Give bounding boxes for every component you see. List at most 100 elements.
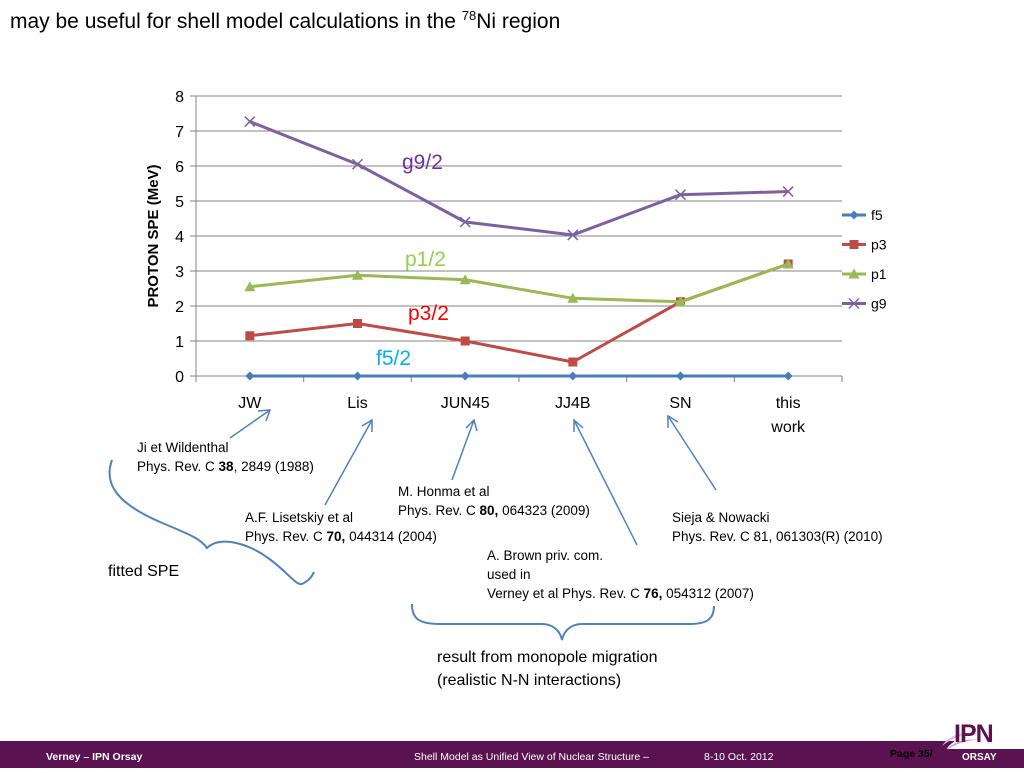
y-tick-label-2: 2 [175, 299, 184, 316]
title-main: may be useful for shell model calculatio… [10, 10, 462, 33]
series-line-p1 [249, 262, 789, 304]
ref-jw-journal: Phys. Rev. C [137, 459, 219, 474]
note-monopole: result from monopole migration (realisti… [437, 646, 658, 692]
spe-line-chart: 0 1 2 3 4 5 6 7 8 JW Lis JUN45 JJ4B SN this work PROTON … [108, 89, 887, 641]
point-p1-0 [244, 281, 256, 292]
arrow-jw [229, 409, 272, 439]
ref-jj4b-pages: 054312 (2007) [662, 586, 754, 601]
y-axis-label: PROTON SPE (MeV) [145, 164, 162, 307]
ref-sn-citation: Phys. Rev. C 81, 061303(R) (2010) [672, 529, 883, 544]
footer-author: Verney – IPN Orsay [46, 751, 143, 763]
point-f5-3 [568, 371, 578, 381]
note-monopole-line2: (realistic N-N interactions) [437, 672, 622, 689]
ref-jun45-journal: Phys. Rev. C [398, 503, 480, 518]
y-tick-label-8: 8 [175, 89, 184, 106]
ref-jj4b-citation: Verney et al Phys. Rev. C 76, 054312 (20… [487, 584, 754, 603]
point-p3-1 [353, 319, 362, 328]
arrow-jun45 [451, 418, 478, 481]
point-p3-3 [568, 357, 578, 367]
y-tick-label-3: 3 [175, 264, 184, 281]
note-monopole-line1: result from monopole migration [437, 649, 658, 666]
series-labels: f5/2 p3/2 p1/2 g9/2 [376, 151, 449, 370]
x-tick-label-2-0: JUN45 [441, 395, 490, 412]
ref-jw-pages: , 2849 (1988) [233, 459, 314, 474]
series-label-p1: p1/2 [405, 248, 446, 271]
slide-title: may be useful for shell model calculatio… [10, 8, 560, 34]
ref-jj4b-usage: used in [487, 567, 531, 582]
note-fitted-spe: fitted SPE [108, 563, 180, 580]
ref-jj4b-journal: Verney et al Phys. Rev. C [487, 586, 644, 601]
ipn-orsay-logo: IPN ORSAY [936, 716, 1024, 768]
ref-lis-authors: A.F. Lisetskiy et al [245, 510, 354, 525]
logo-subtext: ORSAY [962, 752, 997, 763]
point-g9-4 [674, 189, 687, 201]
point-f5-1 [353, 371, 362, 381]
point-g9-1 [351, 158, 364, 170]
legend: f5 p3 p1 g9 [842, 207, 887, 312]
arrow-lis [324, 418, 373, 506]
y-tick-label-7: 7 [175, 124, 184, 141]
ref-sn-authors: Sieja & Nowacki [672, 510, 770, 525]
legend-label-p3: p3 [871, 237, 887, 253]
footer-bar: Verney – IPN Orsay Shell Model as Unifie… [0, 741, 1024, 768]
logo-graphic [936, 716, 1024, 768]
legend-marker-p3 [849, 240, 859, 249]
ref-jj4b-volume: 76, [643, 586, 663, 601]
annotation-arrows [108, 409, 717, 641]
ref-lis: A.F. Lisetskiy et al Phys. Rev. C 70, 04… [245, 508, 437, 546]
axes: 0 1 2 3 4 5 6 7 8 JW Lis JUN45 JJ4B SN this work PROTON … [145, 89, 843, 436]
point-f5-2 [460, 371, 470, 381]
x-tick-label-5-0: this [776, 395, 801, 412]
ref-jun45-authors: M. Honma et al [398, 484, 490, 499]
x-tick-label-1-0: Lis [347, 395, 367, 412]
point-p1-1 [352, 269, 363, 280]
ref-lis-citation: Phys. Rev. C 70, 044314 (2004) [245, 527, 437, 546]
point-g9-3 [567, 229, 579, 241]
title-suffix: Ni region [476, 10, 561, 33]
legend-marker-g9 [848, 297, 860, 310]
point-f5-5 [783, 371, 793, 381]
point-g9-5 [782, 186, 794, 198]
brace-monopole [411, 603, 715, 641]
ref-jun45: M. Honma et al Phys. Rev. C 80, 064323 (… [398, 482, 590, 520]
ref-jun45-pages: 064323 (2009) [498, 503, 590, 518]
ref-jj4b-source: A. Brown priv. com. [487, 548, 604, 563]
legend-marker-p1 [848, 268, 860, 279]
ref-lis-volume: 70, [326, 529, 346, 544]
series-label-p3: p3/2 [408, 302, 449, 325]
y-tick-label-5: 5 [175, 194, 184, 211]
series-lines [244, 116, 794, 381]
ref-jw-volume: 38 [218, 459, 234, 474]
y-tick-label-0: 0 [175, 369, 184, 386]
arrow-jj4b [573, 418, 638, 546]
ref-sn: Sieja & Nowacki Phys. Rev. C 81, 061303(… [672, 508, 883, 546]
ref-jj4b: A. Brown priv. com. used in Verney et al… [487, 546, 754, 603]
series-label-f5: f5/2 [376, 347, 411, 370]
ref-lis-pages: 044314 (2004) [345, 529, 437, 544]
x-tick-label-3-0: JJ4B [555, 395, 591, 412]
point-p3-0 [245, 331, 255, 341]
y-tick-label-1: 1 [175, 334, 184, 351]
ref-jun45-citation: Phys. Rev. C 80, 064323 (2009) [398, 501, 590, 520]
legend-label-f5: f5 [871, 207, 883, 223]
x-tick-label-4-0: SN [669, 395, 691, 412]
legend-label-p1: p1 [871, 266, 887, 282]
series-label-g9: g9/2 [402, 151, 443, 174]
x-tick-label-5-1: work [770, 419, 806, 436]
grid-lines [196, 95, 842, 342]
point-p3-2 [460, 336, 470, 346]
ref-jw-citation: Phys. Rev. C 38, 2849 (1988) [137, 457, 314, 476]
y-tick-label-6: 6 [175, 159, 184, 176]
ref-jw-authors: Ji et Wildenthal [137, 440, 229, 455]
ref-lis-journal: Phys. Rev. C [245, 529, 327, 544]
ref-jun45-volume: 80, [479, 503, 499, 518]
point-g9-0 [244, 116, 256, 128]
footer-talk-title: Shell Model as Unified View of Nuclear S… [414, 751, 650, 763]
arrow-sn [667, 414, 717, 491]
point-p1-2 [459, 274, 471, 285]
point-p1-5 [782, 258, 794, 269]
title-superscript: 78 [461, 8, 477, 23]
legend-label-g9: g9 [871, 296, 887, 312]
legend-marker-f5 [849, 210, 859, 220]
point-f5-0 [245, 371, 255, 381]
